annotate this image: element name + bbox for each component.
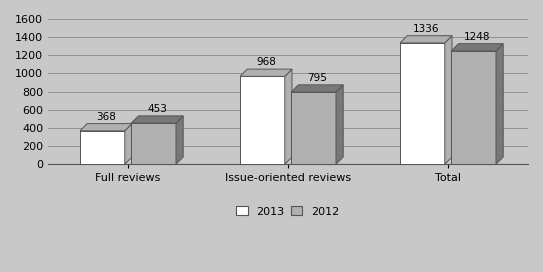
Bar <box>240 76 285 164</box>
Polygon shape <box>336 85 343 164</box>
Bar <box>451 51 496 164</box>
Polygon shape <box>496 44 503 164</box>
Polygon shape <box>291 85 343 92</box>
Polygon shape <box>451 44 503 51</box>
Polygon shape <box>285 69 292 164</box>
Text: 1248: 1248 <box>464 32 490 42</box>
Polygon shape <box>445 36 452 164</box>
Text: 1336: 1336 <box>413 24 439 34</box>
Bar <box>291 92 336 164</box>
Text: 453: 453 <box>147 104 167 114</box>
Polygon shape <box>240 69 292 76</box>
Bar <box>131 123 176 164</box>
Bar <box>80 131 125 164</box>
Text: 968: 968 <box>256 57 276 67</box>
Text: 368: 368 <box>96 112 116 122</box>
Polygon shape <box>131 116 183 123</box>
Polygon shape <box>125 123 132 164</box>
Polygon shape <box>80 123 132 131</box>
Bar <box>400 43 445 164</box>
Legend: 2013, 2012: 2013, 2012 <box>232 202 344 221</box>
Text: 795: 795 <box>307 73 327 83</box>
Polygon shape <box>176 116 183 164</box>
Polygon shape <box>400 36 452 43</box>
